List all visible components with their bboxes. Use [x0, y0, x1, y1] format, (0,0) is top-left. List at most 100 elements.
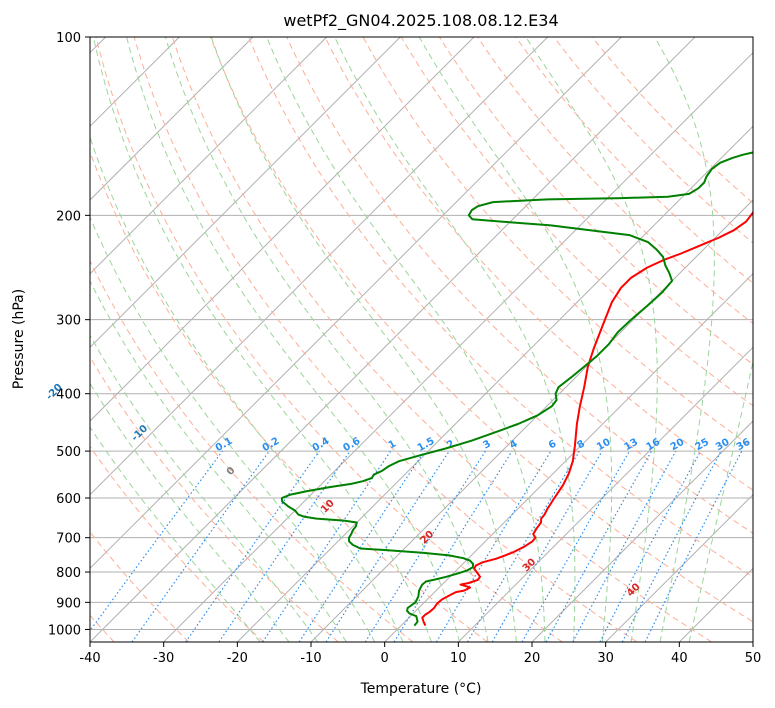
dry-adiabat [171, 37, 712, 642]
mixing-ratio-line [572, 450, 677, 642]
y-tick-label: 800 [56, 566, 81, 581]
chart-title: wetPf2_GN04.2025.108.08.12.E34 [283, 11, 558, 31]
isotherm [457, 346, 753, 642]
moist-adiabat [90, 382, 290, 642]
y-tick-label: 500 [56, 445, 81, 460]
mixing-ratio-line [644, 450, 743, 642]
dry-adiabat [324, 37, 753, 491]
isotherm [678, 567, 753, 642]
dry-adiabat [210, 37, 753, 623]
dry-adiabat [90, 531, 190, 642]
y-tick-label: 900 [56, 596, 81, 611]
mixing-ratio-line [185, 450, 320, 642]
y-tick-label: 400 [56, 388, 81, 403]
moist-adiabat [90, 334, 319, 642]
mixing-ratio-line [325, 450, 450, 642]
isotherm [90, 37, 254, 201]
y-axis-label: Pressure (hPa) [11, 289, 27, 389]
x-axis-ticks: -40 -30 -20 -10 0 10 20 30 40 50 [79, 642, 761, 666]
moist-adiabat [334, 37, 576, 642]
plot-frame [89, 36, 754, 643]
mixing-ratio-line [435, 450, 552, 642]
mixing-ratio-line [521, 450, 631, 642]
y-tick-label: 1000 [48, 623, 81, 638]
y-tick-label: 600 [56, 492, 81, 507]
mixing-ratio-line [599, 450, 702, 642]
moist-adiabat [92, 37, 432, 642]
sounding-profiles [280, 151, 753, 627]
moist-adiabat [654, 37, 715, 642]
mixing-ratio-label: 2 [445, 438, 457, 451]
isotherm [752, 641, 753, 642]
plot-area [90, 37, 753, 642]
isotherm [90, 37, 328, 275]
isotherm [90, 37, 549, 496]
mixing-ratio-line [545, 450, 653, 642]
mixing-ratio-line [131, 450, 270, 642]
y-tick-label: 300 [56, 314, 81, 329]
mixing-ratio-labels: 0.1 0.2 0.4 0.6 1 1.5 2 3 4 6 8 10 13 16 20 25 30 36 [214, 436, 753, 454]
dry-adiabat [286, 37, 753, 534]
x-tick-label: 0 [381, 651, 389, 666]
mixing-ratio-label: 4 [508, 438, 520, 451]
x-tick-label: 50 [745, 651, 762, 666]
isotherm [605, 493, 753, 642]
dry-adiabat [90, 259, 414, 642]
x-tick-label: 10 [450, 651, 467, 666]
mixing-ratio-label: 6 [547, 438, 559, 451]
mixing-ratio-label: 1 [387, 438, 399, 451]
y-tick-label: 100 [56, 31, 81, 46]
mixing-ratio-line [262, 450, 392, 642]
dry-adiabat [248, 37, 753, 578]
x-tick-label: -40 [79, 651, 100, 666]
mixing-ratio-label: 3 [481, 438, 493, 451]
moist-adiabat [164, 37, 489, 642]
y-tick-label: 700 [56, 532, 81, 547]
dry-adiabat-label: 40 [625, 581, 643, 599]
dry-adiabat [133, 37, 638, 642]
moist-adiabat [90, 135, 404, 642]
x-tick-label: 20 [524, 651, 541, 666]
moist-adiabat [210, 37, 517, 642]
moist-adiabat [90, 215, 376, 642]
dry-adiabat [515, 37, 753, 284]
isotherm [384, 272, 753, 642]
x-tick-label: -20 [227, 651, 248, 666]
isotherm [236, 125, 753, 642]
isotherm [90, 37, 401, 349]
mixing-ratio-line [298, 450, 425, 642]
mixing-ratio-line [90, 450, 223, 632]
dry-adiabat [90, 445, 264, 642]
dry-adiabat [553, 37, 753, 244]
moist-adiabat [90, 426, 261, 642]
isotherm [90, 37, 696, 642]
dewpoint-profile [280, 151, 753, 627]
x-tick-label: -10 [300, 651, 321, 666]
mixing-ratio-label: 8 [575, 438, 587, 451]
x-tick-label: -30 [153, 651, 174, 666]
dry-adiabat [90, 356, 339, 642]
dry-adiabat [591, 37, 753, 204]
isotherm [163, 51, 753, 642]
isotherm [90, 37, 475, 422]
temperature-profile [421, 210, 753, 627]
isotherm [90, 37, 622, 570]
x-tick-label: 30 [597, 651, 614, 666]
dry-adiabat [477, 37, 753, 325]
y-tick-label: 200 [56, 209, 81, 224]
moist-adiabat [525, 37, 658, 642]
x-tick-label: 40 [671, 651, 688, 666]
dry-adiabat [95, 37, 563, 642]
moist-adiabat [418, 37, 613, 642]
isotherm [310, 199, 753, 642]
mixing-ratio-line [393, 450, 513, 642]
moist-adiabat [126, 37, 461, 642]
isotherm [531, 420, 753, 642]
y-axis-ticks: 100 200 300 400 500 600 700 800 900 1000 [48, 31, 90, 638]
dry-adiabat [90, 150, 488, 642]
moist-adiabat [266, 37, 546, 642]
moist-adiabat [688, 358, 753, 642]
mixing-ratio-line [218, 450, 351, 642]
